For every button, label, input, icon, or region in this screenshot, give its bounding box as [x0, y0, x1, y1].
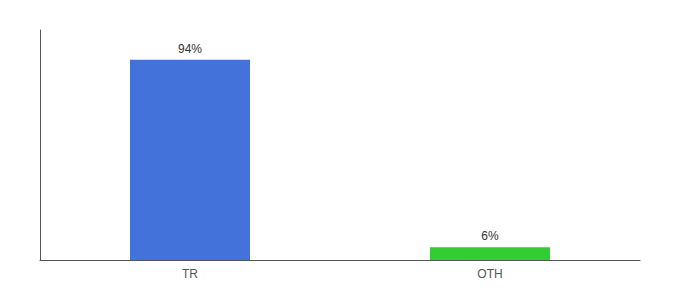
svg-text:TR: TR: [182, 267, 198, 281]
svg-text:94%: 94%: [178, 42, 202, 56]
svg-text:6%: 6%: [481, 229, 499, 243]
svg-text:OTH: OTH: [477, 267, 502, 281]
